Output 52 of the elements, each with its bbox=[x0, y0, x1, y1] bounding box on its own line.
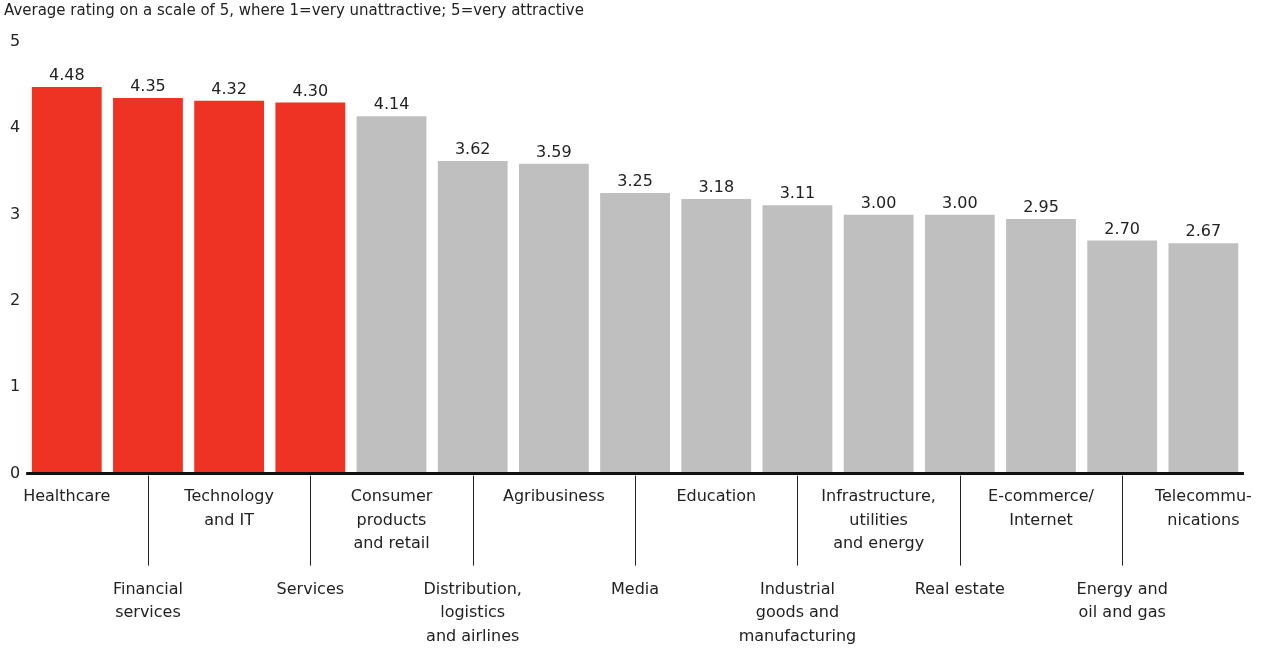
bar bbox=[356, 116, 427, 474]
data-label: 3.18 bbox=[698, 177, 735, 197]
bar bbox=[1087, 240, 1158, 474]
data-label: 2.67 bbox=[1185, 221, 1222, 241]
y-tick-label: 2 bbox=[9, 290, 21, 310]
data-label: 3.00 bbox=[860, 192, 897, 212]
x-tick-label: Energy and oil and gas bbox=[1076, 579, 1168, 622]
y-tick-label: 4 bbox=[9, 117, 21, 137]
x-tick-label: Consumer products and retail bbox=[350, 486, 433, 552]
x-tick-label: Services bbox=[276, 579, 345, 599]
bar bbox=[113, 98, 183, 474]
bar bbox=[762, 205, 833, 474]
bar bbox=[681, 199, 752, 474]
x-tick-label: Agribusiness bbox=[502, 486, 605, 506]
data-label: 4.35 bbox=[130, 76, 166, 96]
bar bbox=[1006, 218, 1076, 474]
bar bbox=[600, 193, 670, 474]
data-label: 3.00 bbox=[942, 192, 978, 212]
x-tick-label: Distribution, logistics and airlines bbox=[423, 579, 522, 645]
x-tick-label: Real estate bbox=[914, 579, 1005, 599]
bar bbox=[843, 214, 914, 474]
x-tick-label: Industrial goods and manufacturing bbox=[738, 579, 857, 645]
data-label: 3.62 bbox=[454, 139, 491, 159]
x-tick-label: Telecommu- nications bbox=[1153, 486, 1252, 529]
x-tick-label: Infrastructure, utilities and energy bbox=[821, 486, 936, 552]
chart-title: Average rating on a scale of 5, where 1=very unattractive; 5=very attractive bbox=[4, 0, 584, 19]
x-tick-label: Financial services bbox=[112, 579, 183, 622]
bar bbox=[924, 214, 995, 474]
data-label: 4.32 bbox=[211, 78, 247, 98]
bar bbox=[275, 102, 346, 474]
data-label: 2.70 bbox=[1104, 218, 1140, 238]
y-tick-label: 0 bbox=[9, 462, 21, 482]
bar bbox=[437, 161, 508, 474]
y-tick-label: 1 bbox=[9, 376, 21, 396]
x-tick-label: Education bbox=[676, 486, 757, 506]
x-tick-label: Technology and IT bbox=[183, 486, 274, 529]
y-tick-label: 3 bbox=[9, 203, 21, 223]
bar bbox=[518, 163, 589, 474]
x-tick-label: E-commerce/ Internet bbox=[988, 486, 1095, 529]
bar bbox=[31, 86, 102, 474]
data-label: 3.25 bbox=[617, 171, 653, 191]
bar bbox=[194, 100, 265, 474]
x-tick-label: Media bbox=[611, 579, 660, 599]
y-tick-label: 5 bbox=[9, 31, 21, 51]
bar bbox=[1168, 243, 1239, 474]
data-label: 3.11 bbox=[779, 183, 816, 203]
data-label: 4.14 bbox=[373, 94, 410, 114]
data-label: 4.48 bbox=[48, 65, 85, 85]
data-label: 2.95 bbox=[1023, 197, 1059, 217]
x-tick-label: Healthcare bbox=[23, 486, 111, 506]
data-label: 3.59 bbox=[536, 141, 572, 161]
data-label: 4.30 bbox=[292, 80, 329, 100]
